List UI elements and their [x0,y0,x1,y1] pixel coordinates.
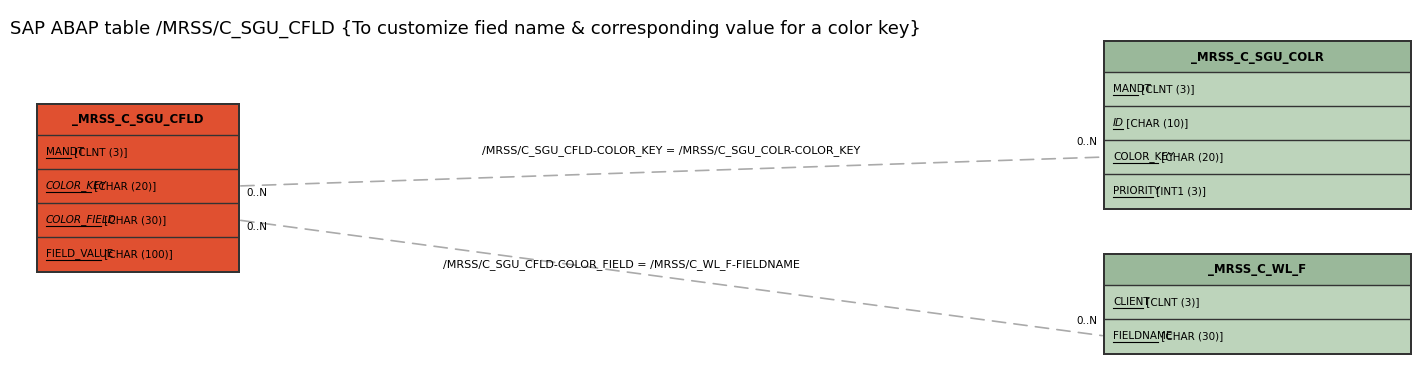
Bar [1105,72,1410,106]
Bar [38,237,238,271]
Text: COLOR_FIELD: COLOR_FIELD [46,214,117,226]
Text: 0..N: 0..N [246,188,268,198]
Bar [1104,40,1413,210]
Text: PRIORITY: PRIORITY [1114,186,1161,196]
Bar [38,169,238,203]
Text: [CHAR (100)]: [CHAR (100)] [101,249,172,259]
Bar [1105,285,1410,319]
Text: [INT1 (3)]: [INT1 (3)] [1153,186,1206,196]
Text: MANDT: MANDT [1114,84,1151,94]
Text: [CHAR (30)]: [CHAR (30)] [101,215,167,225]
Text: /MRSS/C_SGU_CFLD-COLOR_FIELD = /MRSS/C_WL_F-FIELDNAME: /MRSS/C_SGU_CFLD-COLOR_FIELD = /MRSS/C_W… [443,259,800,270]
Text: SAP ABAP table /MRSS/C_SGU_CFLD {To customize fied name & corresponding value fo: SAP ABAP table /MRSS/C_SGU_CFLD {To cust… [10,20,921,38]
Text: CLIENT: CLIENT [1114,297,1149,307]
Bar [38,105,238,135]
Text: [CHAR (30)]: [CHAR (30)] [1158,331,1223,341]
Text: FIELD_VALUE: FIELD_VALUE [46,249,114,259]
Text: [CLNT (3)]: [CLNT (3)] [71,147,128,157]
Bar [1105,106,1410,140]
Bar [1105,42,1410,72]
Text: [CLNT (3)]: [CLNT (3)] [1143,297,1199,307]
Text: /MRSS/C_SGU_CFLD-COLOR_KEY = /MRSS/C_SGU_COLR-COLOR_KEY: /MRSS/C_SGU_CFLD-COLOR_KEY = /MRSS/C_SGU… [483,145,860,157]
Bar [1104,253,1413,355]
Text: COLOR_KEY: COLOR_KEY [46,181,107,191]
Text: [CHAR (10)]: [CHAR (10)] [1124,118,1188,128]
Bar [38,203,238,237]
Text: _MRSS_C_SGU_COLR: _MRSS_C_SGU_COLR [1190,50,1324,63]
Text: MANDT: MANDT [46,147,84,157]
Text: COLOR_KEY: COLOR_KEY [1114,151,1175,162]
Text: [CLNT (3)]: [CLNT (3)] [1138,84,1195,94]
Text: 0..N: 0..N [1077,316,1096,326]
Text: ID: ID [1114,118,1124,128]
Text: 0..N: 0..N [246,222,268,232]
Text: FIELDNAME: FIELDNAME [1114,331,1172,341]
Text: 0..N: 0..N [1077,137,1096,147]
Text: [CHAR (20)]: [CHAR (20)] [1158,152,1223,162]
Text: _MRSS_C_WL_F: _MRSS_C_WL_F [1209,263,1307,276]
Text: _MRSS_C_SGU_CFLD: _MRSS_C_SGU_CFLD [73,114,204,127]
Bar [1105,319,1410,353]
Bar [1105,255,1410,285]
Bar [38,135,238,169]
Text: [CHAR (20)]: [CHAR (20)] [91,181,157,191]
Bar [1105,140,1410,174]
Bar [36,103,241,273]
Bar [1105,174,1410,208]
